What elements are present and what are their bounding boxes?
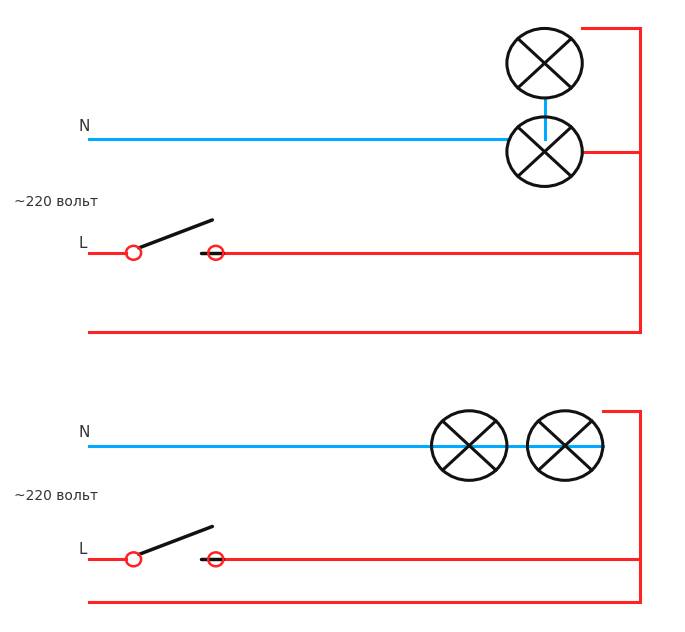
Text: L: L <box>79 542 87 557</box>
Text: N: N <box>79 425 90 441</box>
Text: ~220 вольт: ~220 вольт <box>14 195 98 209</box>
Text: L: L <box>79 236 87 251</box>
Text: N: N <box>79 119 90 134</box>
Text: ~220 вольт: ~220 вольт <box>14 489 98 503</box>
